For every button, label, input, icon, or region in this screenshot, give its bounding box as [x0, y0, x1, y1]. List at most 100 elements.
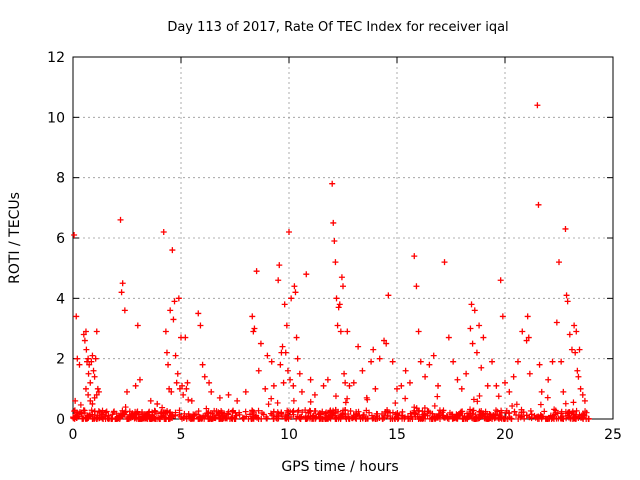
band-point — [270, 415, 277, 422]
band-point — [373, 413, 380, 420]
data-point-194 — [579, 391, 586, 398]
band-point — [476, 415, 483, 422]
data-point-47 — [171, 298, 178, 305]
y-axis-label: ROTI / TECUs — [7, 192, 23, 284]
band-point — [159, 413, 166, 420]
data-point-4 — [76, 361, 83, 368]
band-point — [263, 415, 270, 422]
band-point — [91, 408, 98, 415]
band-point — [258, 415, 265, 422]
band-point — [415, 408, 422, 415]
band-point — [125, 415, 132, 422]
data-point-133 — [398, 382, 405, 389]
data-point-179 — [556, 259, 562, 266]
data-point-72 — [251, 325, 258, 332]
band-point — [418, 415, 425, 422]
data-point-141 — [426, 361, 433, 368]
band-point — [520, 409, 527, 416]
band-point — [77, 401, 84, 408]
data-point-76 — [262, 385, 269, 392]
band-point — [487, 414, 494, 421]
band-point — [270, 408, 277, 415]
band-point — [497, 414, 504, 421]
data-point-39 — [162, 328, 169, 335]
band-point — [422, 415, 429, 422]
data-point-25 — [89, 400, 96, 407]
band-point — [159, 404, 166, 411]
data-point-85 — [280, 379, 287, 386]
band-point — [310, 412, 317, 419]
band-point — [176, 407, 183, 414]
data-point-90 — [286, 228, 292, 235]
data-point-32 — [124, 388, 130, 395]
band-point — [344, 395, 351, 402]
band-point — [74, 413, 81, 420]
band-point — [179, 415, 186, 422]
band-point — [393, 414, 400, 421]
band-point — [428, 415, 435, 422]
band-point — [236, 409, 243, 416]
data-point-135 — [406, 379, 413, 386]
band-point — [293, 415, 300, 422]
band-point — [479, 411, 486, 418]
band-point — [538, 415, 545, 422]
data-point-8 — [83, 346, 90, 353]
data-point-146 — [450, 358, 457, 365]
band-point — [102, 409, 109, 416]
data-point-166 — [514, 358, 521, 365]
band-point — [464, 415, 471, 422]
data-point-60 — [195, 310, 202, 317]
data-point-175 — [538, 388, 545, 395]
data-point-28 — [117, 216, 124, 223]
data-point-172 — [534, 102, 541, 109]
data-point-10 — [85, 355, 92, 362]
data-point-124 — [368, 358, 375, 365]
band-point — [572, 412, 579, 419]
band-point — [562, 400, 569, 407]
data-point-58 — [184, 379, 191, 386]
data-point-107 — [331, 238, 338, 245]
band-point — [167, 409, 174, 416]
data-point-14 — [88, 358, 95, 365]
band-point — [533, 413, 540, 420]
data-point-158 — [484, 382, 491, 389]
band-point — [129, 410, 136, 417]
band-point — [447, 413, 454, 420]
band-point — [249, 415, 256, 422]
band-point — [495, 393, 502, 400]
band-point — [331, 412, 338, 419]
band-point — [352, 413, 359, 420]
data-point-189 — [573, 328, 580, 335]
band-point — [221, 410, 228, 417]
data-point-65 — [208, 388, 215, 395]
x-tick-label-5: 25 — [604, 427, 622, 443]
band-point — [153, 410, 160, 417]
data-point-17 — [91, 373, 98, 380]
band-point — [185, 396, 192, 403]
data-point-157 — [480, 334, 487, 341]
band-point — [465, 410, 472, 417]
data-point-48 — [172, 352, 179, 359]
data-point-138 — [415, 328, 422, 335]
data-point-176 — [545, 376, 552, 383]
data-point-148 — [458, 385, 465, 392]
data-point-62 — [199, 361, 206, 368]
data-point-169 — [524, 313, 531, 320]
band-point — [260, 411, 267, 418]
data-point-99 — [298, 388, 305, 395]
band-point — [215, 412, 222, 419]
data-point-100 — [303, 271, 310, 278]
data-point-101 — [307, 376, 314, 383]
y-tick-label-3: 6 — [56, 231, 65, 247]
band-point — [275, 412, 282, 419]
data-point-120 — [350, 379, 357, 386]
band-point — [340, 410, 347, 417]
data-point-111 — [335, 304, 342, 311]
band-point — [225, 411, 232, 418]
data-point-190 — [574, 367, 581, 374]
data-point-81 — [276, 262, 283, 269]
band-point — [274, 399, 281, 406]
band-point — [197, 414, 204, 421]
y-tick-label-4: 8 — [56, 171, 65, 187]
band-point — [498, 407, 505, 414]
